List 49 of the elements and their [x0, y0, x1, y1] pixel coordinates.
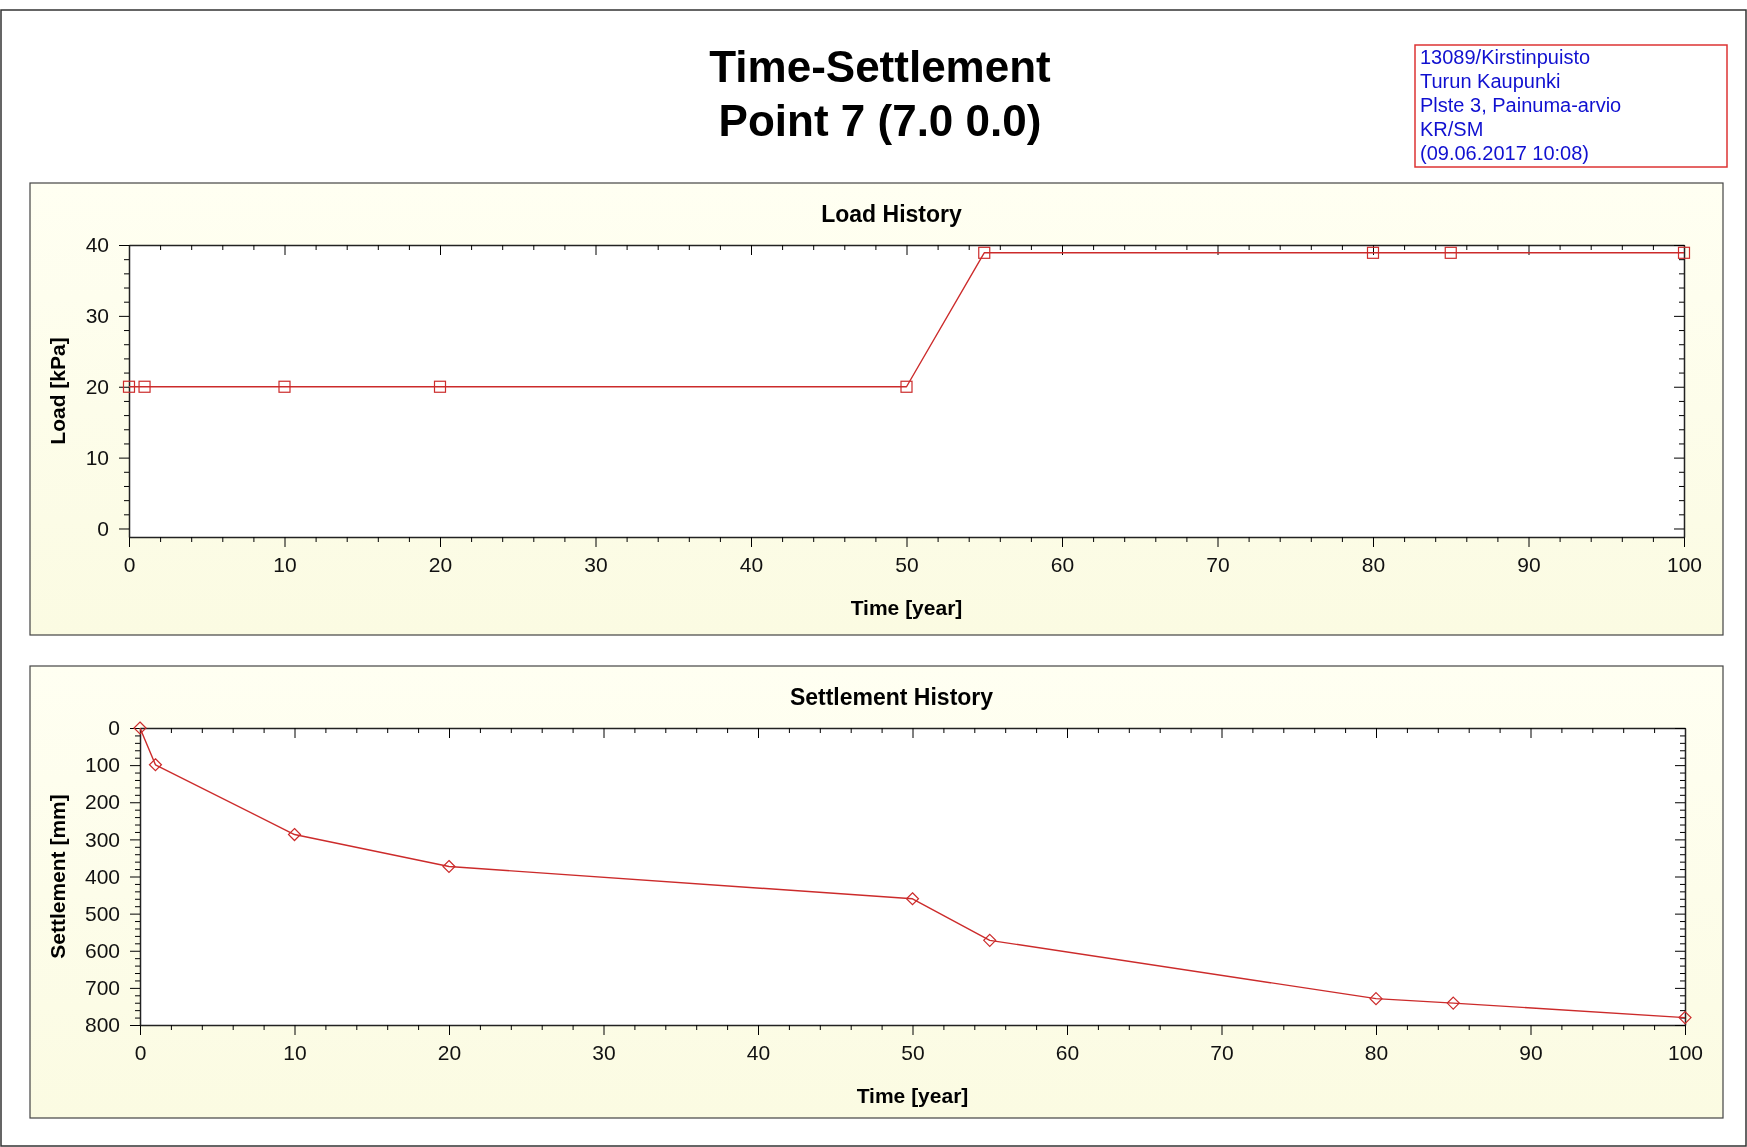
- y-tick-label: 0: [97, 516, 109, 540]
- x-tick-label: 30: [584, 552, 608, 576]
- x-tick-label: 90: [1519, 1040, 1543, 1064]
- x-tick-label: 90: [1517, 552, 1541, 576]
- y-tick-label: 200: [84, 790, 120, 814]
- chart-title: Load History: [821, 201, 962, 227]
- x-tick-label: 30: [592, 1040, 616, 1064]
- y-tick-label: 800: [84, 1013, 120, 1037]
- x-tick-label: 10: [283, 1040, 307, 1064]
- y-tick-label: 10: [85, 445, 109, 469]
- x-tick-label: 20: [428, 552, 453, 576]
- x-tick-label: 50: [895, 552, 919, 576]
- y-axis-title: Settlement [mm]: [46, 794, 69, 959]
- x-tick-label: 40: [739, 552, 764, 576]
- text: (09.06.2017 10:08): [1420, 142, 1590, 164]
- x-tick-label: 0: [134, 1040, 147, 1064]
- x-tick-label: 100: [1667, 1040, 1704, 1064]
- y-tick-label: 20: [85, 374, 109, 398]
- y-axis-title: Load [kPa]: [46, 337, 69, 445]
- x-tick-label: 50: [901, 1040, 925, 1064]
- x-tick-label: 100: [1666, 552, 1703, 576]
- x-axis-title: Time [year]: [850, 596, 963, 619]
- y-tick-label: 400: [84, 864, 120, 888]
- y-tick-label: 700: [84, 976, 120, 1000]
- x-tick-label: 80: [1361, 552, 1386, 576]
- x-tick-label: 0: [123, 552, 136, 576]
- x-tick-label: 70: [1210, 1040, 1234, 1064]
- x-tick-label: 60: [1050, 552, 1075, 576]
- x-tick-label: 70: [1206, 552, 1230, 576]
- x-tick-label: 80: [1364, 1040, 1389, 1064]
- y-tick-label: 600: [84, 938, 120, 962]
- text: 13089/Kirstinpuisto: [1420, 46, 1591, 68]
- text: Plste 3, Painuma-arvio: [1420, 94, 1622, 116]
- x-tick-label: 20: [437, 1040, 462, 1064]
- text: Time-Settlement: [709, 42, 1052, 91]
- y-tick-label: 0: [108, 716, 120, 740]
- x-tick-label: 60: [1055, 1040, 1080, 1064]
- y-tick-label: 300: [84, 827, 120, 851]
- y-tick-label: 30: [85, 304, 109, 328]
- x-axis-title: Time [year]: [856, 1084, 969, 1107]
- text: Point 7 (7.0 0.0): [718, 96, 1042, 145]
- x-tick-label: 10: [273, 552, 297, 576]
- y-tick-label: 500: [84, 901, 120, 925]
- x-tick-label: 40: [746, 1040, 771, 1064]
- y-tick-label: 40: [85, 233, 109, 257]
- text: Turun Kaupunki: [1420, 70, 1561, 92]
- chart-title: Settlement History: [789, 684, 994, 710]
- y-tick-label: 100: [84, 753, 120, 777]
- text: KR/SM: [1420, 118, 1484, 140]
